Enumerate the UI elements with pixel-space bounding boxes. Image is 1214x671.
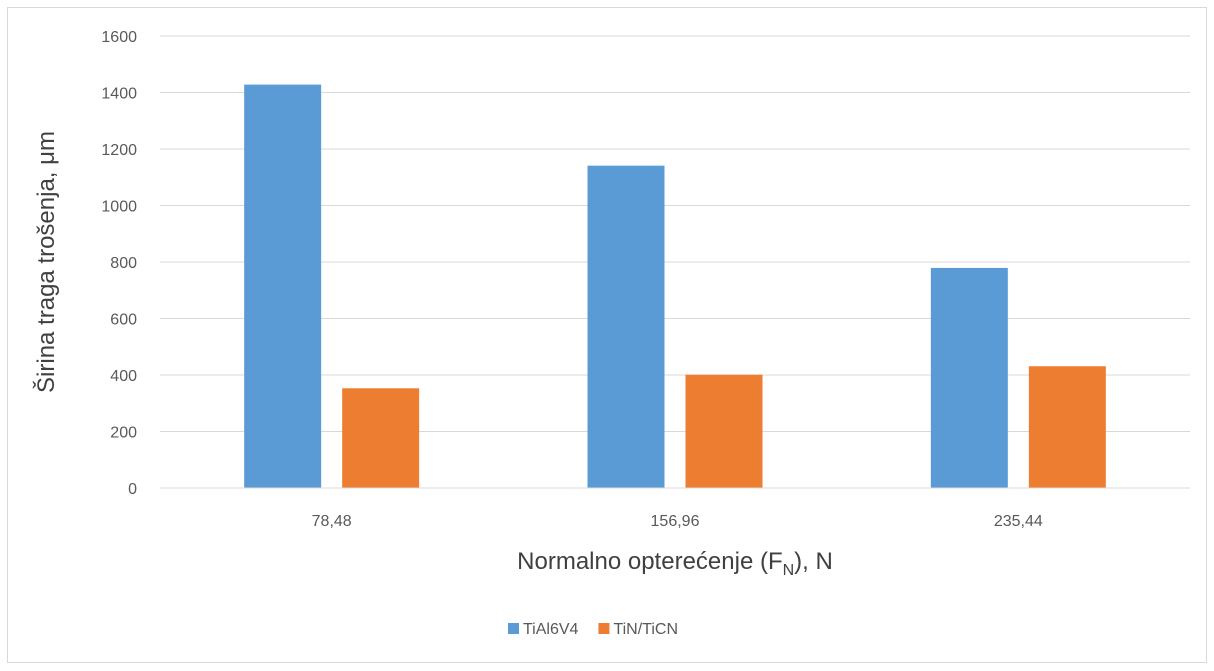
x-tick-label: 235,44 [994, 513, 1043, 530]
gridlines [160, 35, 1190, 432]
legend-label: TiAl6V4 [523, 621, 579, 638]
y-tick-label: 1400 [101, 86, 137, 103]
y-tick-label: 200 [110, 425, 137, 442]
legend: TiAl6V4 TiN/TiCN [508, 621, 678, 638]
bar-tial6v4 [587, 165, 665, 489]
y-tick-label: 1600 [101, 29, 137, 46]
bar-tin-ticn [342, 388, 420, 488]
y-axis-ticks: 0 200 400 600 800 1000 1200 1400 1600 [101, 29, 137, 498]
bars [244, 84, 1106, 489]
x-tick-label: 156,96 [651, 513, 700, 530]
x-axis-ticks: 78,48 156,96 235,44 [312, 513, 1043, 530]
y-tick-label: 400 [110, 368, 137, 385]
x-tick-label: 78,48 [312, 513, 352, 530]
x-axis-title: Normalno opterećenje (FN), N [517, 548, 833, 579]
y-tick-label: 800 [110, 255, 137, 272]
y-tick-label: 0 [128, 481, 137, 498]
y-tick-label: 1000 [101, 199, 137, 216]
y-tick-label: 1200 [101, 142, 137, 159]
bar-tin-ticn [685, 374, 763, 488]
bar-tial6v4 [244, 84, 322, 488]
y-tick-label: 600 [110, 312, 137, 329]
bar-tin-ticn [1028, 366, 1106, 488]
x-axis-title-main: Normalno opterećenje (F [517, 548, 782, 575]
x-axis-title-tail: ), N [794, 548, 833, 575]
y-axis-title: Širina traga trošenja, μm [32, 131, 60, 393]
legend-swatch [598, 623, 610, 634]
bar-tial6v4 [930, 267, 1008, 488]
legend-swatch [508, 623, 519, 634]
legend-label: TiN/TiCN [613, 621, 678, 638]
x-axis-title-subscript: N [783, 562, 795, 579]
